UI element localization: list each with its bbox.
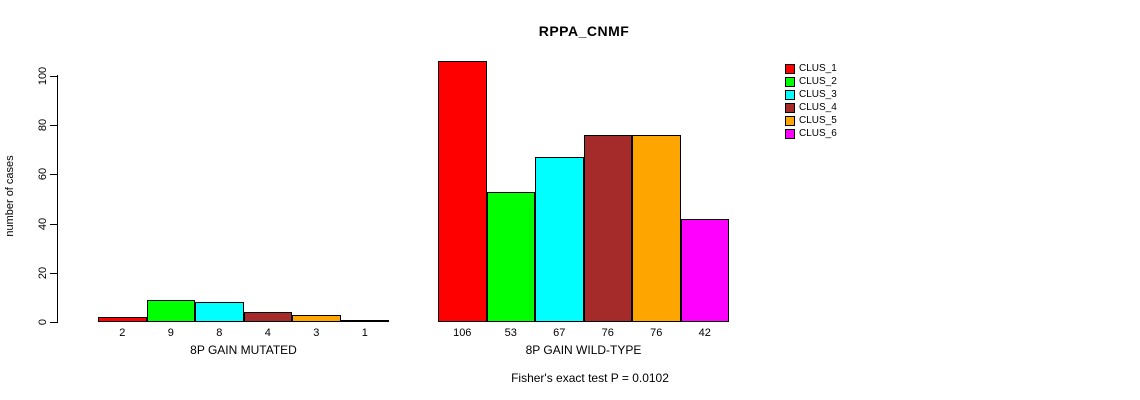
bar-value-label: 106 — [453, 327, 472, 339]
bar-clus_5 — [292, 314, 341, 322]
y-tick-mark — [50, 322, 57, 323]
bar-clus_2 — [486, 191, 535, 322]
group-label: 8P GAIN WILD-TYPE — [525, 343, 642, 357]
bar-value-label: 8 — [216, 327, 223, 339]
bar-value-label: 4 — [264, 327, 271, 339]
y-tick-mark — [50, 223, 57, 225]
y-tick-label: 80 — [37, 119, 49, 132]
bar-value-label: 42 — [698, 327, 711, 339]
bar-value-label: 67 — [553, 327, 566, 339]
y-tick-label: 100 — [37, 66, 49, 86]
legend-label: CLUS_6 — [799, 128, 837, 139]
bar-value-label: 76 — [650, 327, 663, 339]
y-axis-label: number of cases — [4, 155, 16, 237]
legend-label: CLUS_2 — [799, 76, 837, 87]
bar-value-label: 76 — [601, 327, 614, 339]
y-axis-line — [57, 75, 58, 323]
bar-value-label: 9 — [167, 327, 174, 339]
legend-label: CLUS_4 — [799, 102, 837, 113]
y-tick-label: 60 — [37, 168, 49, 181]
legend-item: CLUS_1 — [785, 62, 837, 75]
legend-swatch — [785, 63, 795, 74]
bar-value-label: 53 — [504, 327, 517, 339]
y-tick-mark — [50, 125, 57, 127]
y-tick-mark — [50, 272, 57, 274]
bar-clus_5 — [632, 135, 681, 322]
bar-value-label: 2 — [119, 327, 126, 339]
y-tick-label: 40 — [37, 217, 49, 230]
bar-clus_6 — [340, 319, 389, 322]
y-tick-label: 0 — [37, 318, 49, 326]
legend-label: CLUS_5 — [799, 115, 837, 126]
legend-swatch — [785, 102, 795, 113]
legend-item: CLUS_3 — [785, 88, 837, 101]
y-tick-mark — [50, 76, 57, 77]
legend-swatch — [785, 115, 795, 126]
bar-value-label: 3 — [313, 327, 320, 339]
group-label: 8P GAIN MUTATED — [190, 343, 297, 357]
bar-clus_3 — [195, 302, 244, 322]
bar-value-label: 1 — [361, 327, 368, 339]
legend-label: CLUS_1 — [799, 63, 837, 74]
legend: CLUS_1 CLUS_2 CLUS_3 CLUS_4 CLUS_5 CLUS_6 — [785, 62, 837, 140]
legend-item: CLUS_2 — [785, 75, 837, 88]
bar-clus_3 — [535, 157, 584, 322]
y-tick-mark — [50, 174, 57, 176]
fisher-test-annotation: Fisher's exact test P = 0.0102 — [511, 371, 669, 385]
bar-clus_4 — [583, 135, 632, 322]
legend-item: CLUS_5 — [785, 114, 837, 127]
bar-clus_1 — [438, 61, 487, 322]
legend-swatch — [785, 128, 795, 139]
legend-item: CLUS_6 — [785, 127, 837, 140]
legend-swatch — [785, 89, 795, 100]
bar-clus_2 — [146, 299, 195, 322]
legend-swatch — [785, 76, 795, 87]
bar-clus_1 — [98, 317, 147, 322]
legend-label: CLUS_3 — [799, 89, 837, 100]
bar-clus_6 — [680, 218, 729, 322]
y-tick-label: 20 — [37, 266, 49, 279]
bar-clus_4 — [243, 312, 292, 322]
legend-item: CLUS_4 — [785, 101, 837, 114]
chart-title: RPPA_CNMF — [538, 23, 630, 39]
